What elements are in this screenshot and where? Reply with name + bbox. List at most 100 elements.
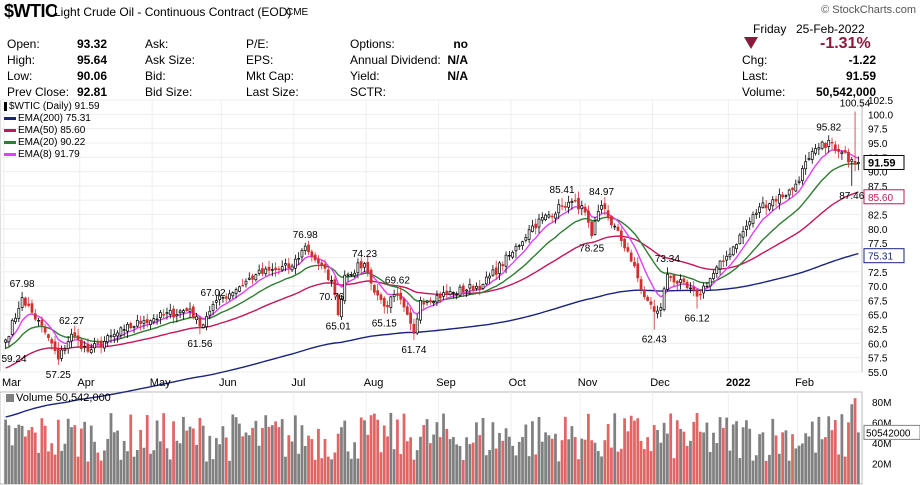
candle-body [810, 151, 814, 160]
volume-bar [583, 439, 587, 484]
candle-body [784, 195, 788, 197]
volume-bar [708, 451, 712, 484]
candle-body [145, 319, 149, 324]
y-tick-label: 82.5 [868, 211, 888, 222]
candle-body [689, 287, 692, 290]
candle-body [175, 314, 179, 317]
candle-body [804, 161, 808, 170]
volume-bar [662, 422, 666, 484]
candle-body [659, 307, 663, 311]
last-close-tag-box [863, 154, 905, 170]
candle-body [511, 251, 515, 258]
candle-body [63, 348, 67, 351]
candle-body [188, 308, 192, 312]
volume-bar [580, 438, 584, 484]
volume-bar [313, 459, 317, 484]
volume-bar [317, 428, 320, 484]
candle-body [33, 313, 37, 320]
candle-body [507, 254, 511, 257]
candle-body [642, 289, 646, 298]
volume-bar [659, 442, 663, 484]
last-value: 91.59 [845, 69, 876, 83]
candle-body [323, 264, 327, 269]
volume-bar [4, 419, 8, 484]
volume-bar [764, 460, 768, 484]
candle-body [468, 283, 472, 289]
volume-bar [165, 448, 169, 484]
candle-body [475, 285, 478, 289]
price-annotation: 57.25 [46, 370, 71, 381]
candle-body [787, 189, 791, 196]
quote-value: 92.81 [76, 85, 107, 99]
volume-bar [162, 413, 166, 484]
candle-body [435, 294, 439, 303]
candle-body [481, 284, 485, 289]
volume-bar [188, 426, 192, 484]
volume-bar [254, 420, 258, 484]
volume-bar [435, 422, 439, 484]
volume-bar [751, 460, 755, 484]
candle-body [218, 295, 222, 301]
volume-bar [228, 460, 231, 484]
x-month-label: May [150, 377, 171, 389]
ema-tag-box [863, 248, 905, 264]
volume-bar [191, 428, 195, 484]
legend-label: EMA(50) 85.60 [18, 125, 86, 136]
candle-body [649, 301, 653, 305]
y-tick-label: 65.0 [868, 311, 888, 322]
candle-body [60, 349, 63, 359]
volume-bar [550, 438, 554, 484]
candle-body [843, 150, 847, 153]
candle-body [330, 280, 333, 282]
volume-bar [33, 432, 37, 484]
quote-value: 95.64 [76, 53, 107, 67]
volume-bar [715, 443, 719, 484]
legend-entry: $WTIC (Daily) 91.59 [4, 101, 100, 112]
volume-bar [547, 435, 551, 484]
candle-body [452, 292, 455, 294]
volume-bar [89, 425, 93, 484]
candle-body [600, 205, 603, 210]
volume-bar [524, 424, 528, 484]
volume-bar [37, 452, 40, 484]
candle-body [695, 289, 699, 297]
candle-body [30, 303, 34, 313]
volume-bar [672, 458, 676, 484]
volume-bar [537, 416, 541, 484]
candle-body [675, 281, 679, 284]
volume-bar [461, 459, 465, 484]
candle-body [221, 297, 225, 299]
candle-body [797, 180, 801, 183]
volume-bar [323, 439, 327, 484]
candle-body [168, 310, 172, 315]
candle-body [280, 266, 284, 271]
volume-bar [758, 434, 761, 484]
candle-body [178, 310, 182, 314]
volume-bar [465, 437, 468, 484]
candle-body [274, 267, 277, 271]
candle-body [679, 279, 682, 283]
volume-bar [231, 414, 235, 484]
candle-body [185, 308, 189, 311]
price-annotation: 85.41 [550, 185, 575, 196]
candle-body [824, 142, 827, 149]
price-annotation: 78.25 [579, 244, 604, 255]
ema-tag: 85.60 [868, 193, 893, 204]
candle-body [40, 319, 44, 326]
candle-body [191, 306, 195, 318]
down-arrow-icon [744, 37, 758, 49]
volume-bar [336, 433, 340, 484]
candle-body [284, 263, 287, 266]
volume-bar [70, 427, 73, 484]
candle-body [112, 333, 116, 337]
candle-body [748, 221, 752, 226]
candle-body [801, 168, 804, 181]
candle-body [37, 319, 40, 322]
candle-body [702, 285, 705, 294]
x-month-label: 2022 [726, 377, 750, 389]
volume-bar [287, 435, 291, 484]
volume-bar [590, 440, 594, 484]
volume-bar [396, 419, 399, 484]
candle-body [616, 226, 620, 231]
candle-body [708, 278, 712, 287]
